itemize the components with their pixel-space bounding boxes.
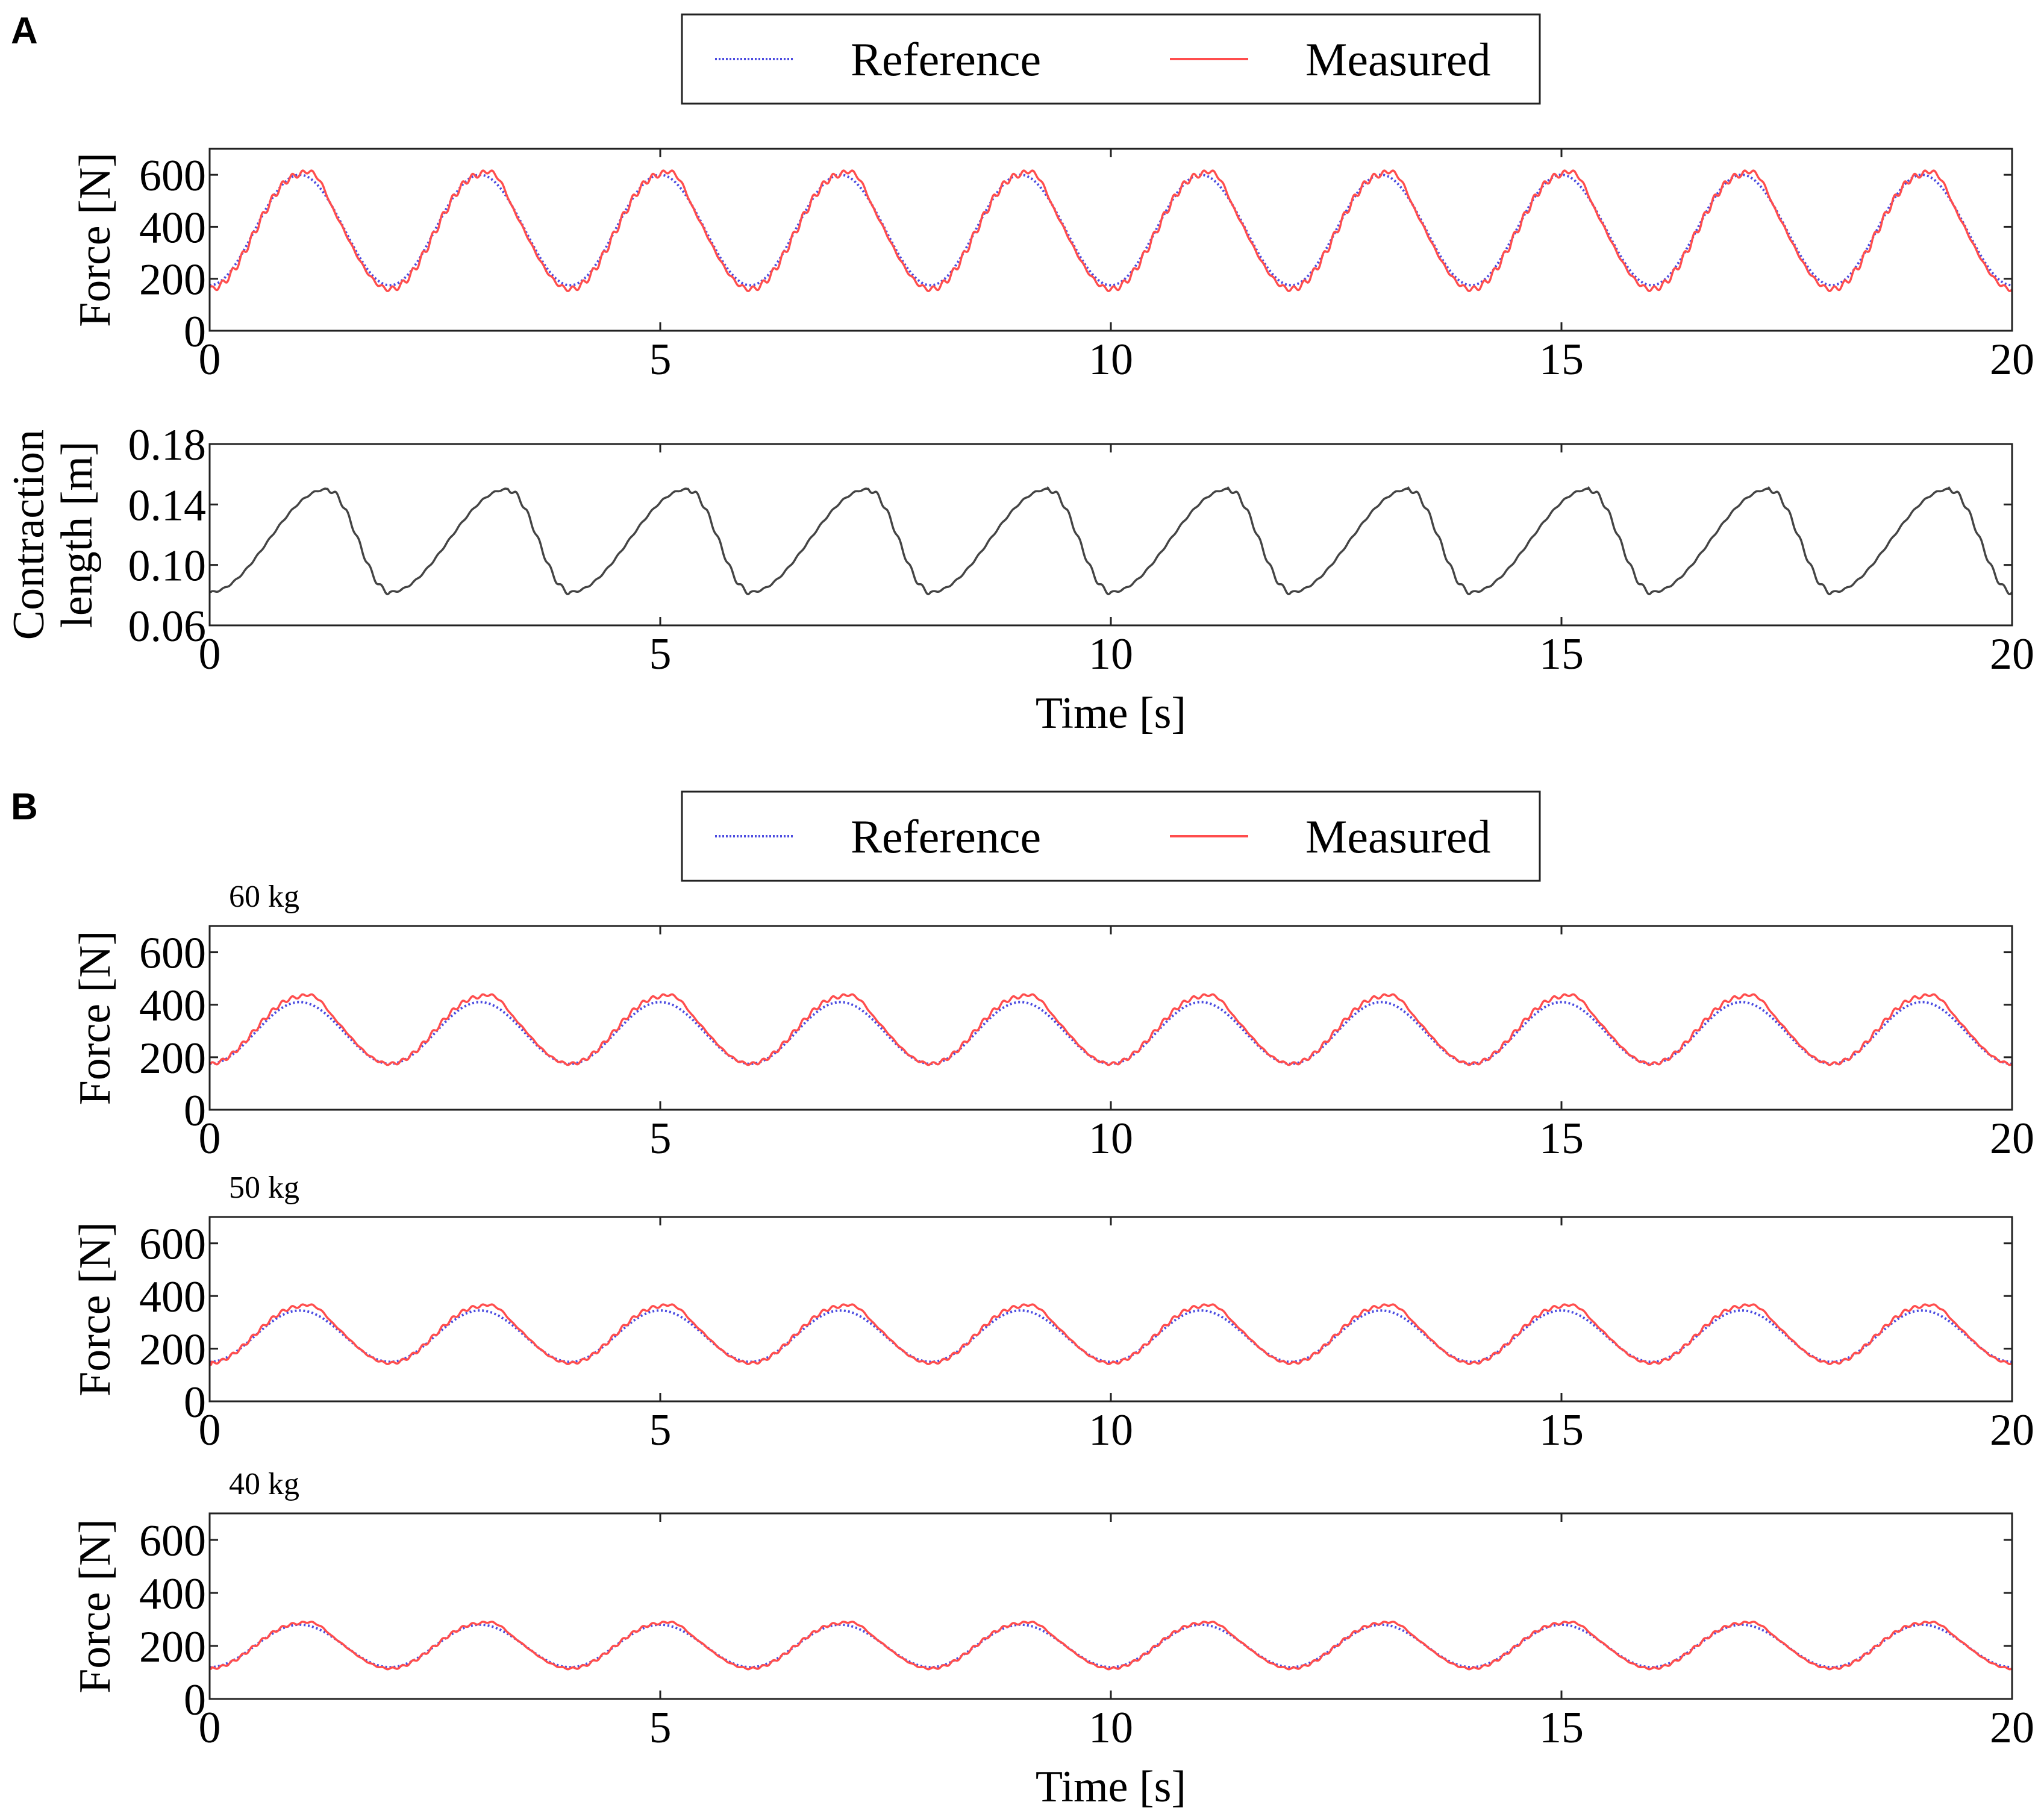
legend-label-reference: Reference bbox=[851, 810, 1041, 863]
x-tick-label: 0 bbox=[199, 630, 221, 679]
y-axis-label: Force [N] bbox=[70, 1519, 120, 1694]
x-tick-label: 15 bbox=[1539, 1114, 1584, 1163]
y-tick-label: 600 bbox=[139, 929, 206, 978]
legend-label-measured: Measured bbox=[1305, 33, 1491, 86]
subplot-title: 60 kg bbox=[229, 880, 299, 914]
y-tick-label: 600 bbox=[139, 151, 206, 201]
legends: Reference Measured Reference Measured bbox=[681, 13, 1541, 882]
y-tick-label: 200 bbox=[139, 255, 206, 305]
legend-frame bbox=[681, 790, 1541, 882]
series-line-measured bbox=[210, 993, 2012, 1066]
x-tick-label: 10 bbox=[1089, 1703, 1133, 1753]
y-tick-label: 0.06 bbox=[128, 602, 207, 651]
y-tick-label: 0 bbox=[184, 1086, 206, 1136]
x-tick-label: 5 bbox=[649, 1114, 672, 1163]
legend-b: Reference Measured bbox=[681, 790, 1541, 882]
y-tick-label: 0.18 bbox=[128, 421, 207, 470]
subplot-title: 40 kg bbox=[229, 1467, 299, 1501]
x-tick-label: 10 bbox=[1089, 630, 1133, 679]
series-line-reference bbox=[210, 1309, 2012, 1363]
legend-a: Reference Measured bbox=[681, 13, 1541, 105]
x-tick-label: 5 bbox=[649, 1703, 672, 1753]
x-tick-label: 20 bbox=[1990, 1114, 2034, 1163]
legend-frame bbox=[681, 13, 1541, 105]
x-tick-label: 10 bbox=[1089, 1406, 1133, 1455]
legend-label-reference: Reference bbox=[851, 33, 1041, 86]
y-axis-label: Force [N] bbox=[70, 931, 120, 1106]
y-tick-label: 200 bbox=[139, 1034, 206, 1083]
x-tick-label: 0 bbox=[199, 1114, 221, 1163]
x-tick-label: 15 bbox=[1539, 1703, 1584, 1753]
y-axis-label: Force [N] bbox=[70, 152, 120, 327]
plot-frame bbox=[208, 443, 2013, 627]
series-line-contraction-length bbox=[210, 486, 2012, 596]
y-tick-label: 400 bbox=[139, 203, 206, 252]
plot-frame bbox=[208, 1216, 2013, 1403]
x-tick-label: 5 bbox=[649, 630, 672, 679]
y-tick-label: 0.10 bbox=[128, 542, 207, 591]
y-axis-label: Force [N] bbox=[70, 1222, 120, 1397]
y-tick-label: 0.14 bbox=[128, 481, 207, 530]
x-tick-label: 20 bbox=[1990, 1406, 2034, 1455]
x-tick-label: 5 bbox=[649, 335, 672, 384]
series-line-reference bbox=[210, 1623, 2012, 1669]
x-tick-label: 15 bbox=[1539, 335, 1584, 384]
y-tick-label: 200 bbox=[139, 1325, 206, 1375]
plot-frame bbox=[208, 925, 2013, 1111]
y-axis-label-line2: length [m] bbox=[52, 441, 102, 628]
plot-frame bbox=[208, 1512, 2013, 1700]
subplot-title: 50 kg bbox=[229, 1171, 299, 1205]
y-tick-label: 0 bbox=[184, 307, 206, 357]
series-line-reference bbox=[210, 1001, 2012, 1065]
x-axis-label: Time [s] bbox=[1036, 689, 1186, 738]
panel-letter-a: A bbox=[11, 10, 38, 52]
y-tick-label: 400 bbox=[139, 981, 206, 1031]
y-tick-label: 200 bbox=[139, 1622, 206, 1672]
y-tick-label: 400 bbox=[139, 1272, 206, 1322]
chart-2: 0 5 10 15 20 0.06 0.10 0.14 0.18 Contractionlengt… bbox=[4, 421, 2034, 738]
series-line-measured bbox=[210, 169, 2012, 293]
x-tick-label: 10 bbox=[1089, 335, 1133, 384]
series-line-reference bbox=[210, 174, 2012, 287]
x-tick-label: 0 bbox=[199, 1406, 221, 1455]
x-tick-label: 5 bbox=[649, 1406, 672, 1455]
y-tick-label: 0 bbox=[184, 1378, 206, 1427]
y-axis-label-line1: Contraction bbox=[4, 430, 54, 640]
x-tick-label: 20 bbox=[1990, 335, 2034, 384]
y-tick-label: 400 bbox=[139, 1569, 206, 1619]
x-tick-label: 0 bbox=[199, 1703, 221, 1753]
x-tick-label: 0 bbox=[199, 335, 221, 384]
x-tick-label: 10 bbox=[1089, 1114, 1133, 1163]
series-line-measured bbox=[210, 1303, 2012, 1366]
y-tick-label: 600 bbox=[139, 1516, 206, 1566]
panel-letter-b: B bbox=[11, 786, 38, 828]
x-tick-label: 20 bbox=[1990, 630, 2034, 679]
legend-label-measured: Measured bbox=[1305, 810, 1491, 863]
y-tick-label: 600 bbox=[139, 1220, 206, 1269]
x-tick-label: 15 bbox=[1539, 630, 1584, 679]
x-tick-label: 20 bbox=[1990, 1703, 2034, 1753]
x-tick-label: 15 bbox=[1539, 1406, 1584, 1455]
series-line-measured bbox=[210, 1621, 2012, 1671]
x-axis-label: Time [s] bbox=[1036, 1762, 1186, 1808]
y-tick-label: 0 bbox=[184, 1675, 206, 1725]
